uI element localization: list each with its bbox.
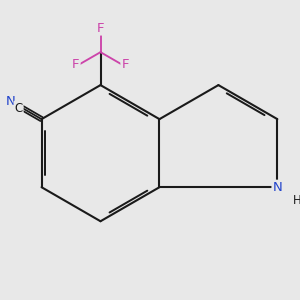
Text: F: F	[97, 22, 104, 34]
Text: F: F	[72, 58, 80, 71]
Text: N: N	[272, 181, 282, 194]
Text: N: N	[6, 95, 16, 108]
Text: H: H	[293, 194, 300, 207]
Text: F: F	[122, 58, 129, 71]
Text: C: C	[14, 102, 23, 115]
